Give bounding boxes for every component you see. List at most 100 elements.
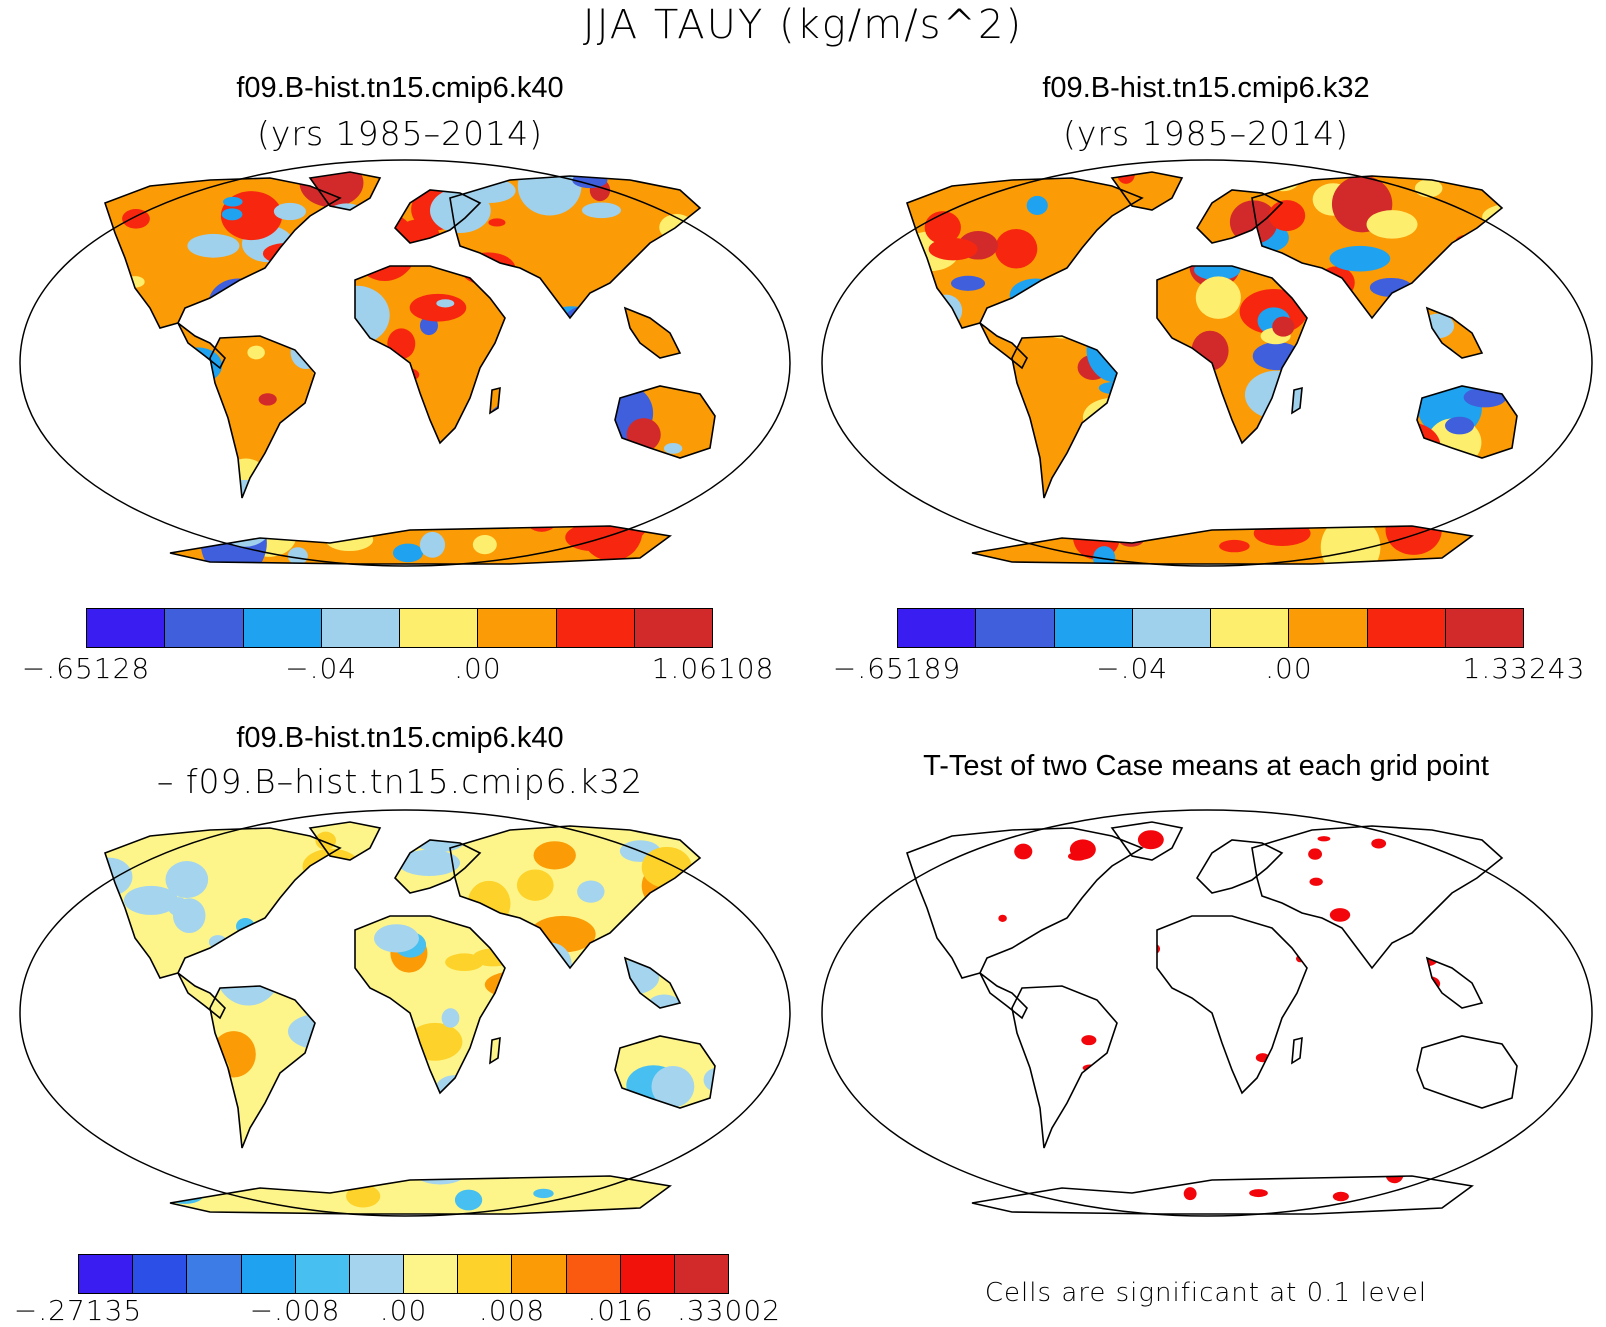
value-patch: [1317, 836, 1331, 842]
value-patch: [1488, 281, 1517, 302]
value-patch: [42, 1006, 99, 1038]
coastline: [169, 1175, 673, 1215]
value-patch: [924, 211, 961, 244]
value-patch: [105, 487, 141, 522]
value-patch: [1117, 529, 1145, 547]
map-ttest: [821, 809, 1593, 1217]
value-patch: [979, 1155, 988, 1161]
coastline: [614, 385, 716, 459]
value-patch: [866, 1200, 887, 1209]
colorbar-swatch: [87, 609, 166, 647]
value-patch: [1208, 475, 1244, 509]
colorbar-swatch: [400, 609, 479, 647]
value-patch: [1148, 349, 1183, 381]
coastline: [1425, 956, 1484, 1009]
value-patch: [1460, 258, 1482, 275]
colorbar-tick-label: .00: [379, 1294, 428, 1327]
value-patch: [1268, 200, 1306, 232]
value-patch: [1253, 520, 1311, 546]
value-patch: [1423, 345, 1455, 363]
value-patch: [1469, 351, 1517, 393]
value-patch: [677, 531, 705, 543]
value-patch: [975, 378, 994, 393]
value-patch: [1323, 345, 1382, 372]
value-patch: [701, 352, 715, 395]
value-patch: [1329, 245, 1391, 272]
value-patch: [299, 172, 364, 208]
map-outline: [19, 809, 791, 1217]
value-patch: [577, 880, 605, 903]
value-patch: [482, 426, 510, 456]
colorbar-swatch: [1289, 609, 1368, 647]
colorbar-swatch: [556, 609, 635, 647]
colorbar-swatch: [243, 609, 322, 647]
value-patch: [1203, 482, 1238, 512]
value-patch: [911, 515, 969, 564]
value-patch: [345, 294, 383, 333]
coastline: [1291, 386, 1303, 415]
value-patch: [376, 1101, 433, 1149]
value-patch: [472, 535, 497, 555]
value-patch: [928, 237, 978, 261]
map-outline: [821, 159, 1593, 567]
value-patch: [626, 370, 645, 380]
coastline: [354, 915, 506, 1095]
value-patch: [124, 1126, 186, 1194]
value-patch: [969, 1007, 988, 1017]
value-patch: [105, 519, 148, 564]
value-patch: [399, 368, 420, 382]
value-patch: [165, 861, 209, 899]
value-patch: [79, 493, 97, 500]
value-patch: [884, 958, 906, 971]
coastline: [905, 827, 1144, 979]
value-patch: [313, 507, 336, 519]
value-patch: [488, 218, 506, 227]
value-patch: [620, 922, 648, 950]
colorbar-swatch: [241, 1255, 296, 1293]
value-patch: [1472, 919, 1491, 929]
value-patch: [1332, 1191, 1349, 1202]
value-patch: [1313, 1138, 1328, 1153]
coastline: [1011, 985, 1118, 1149]
value-patch: [381, 515, 400, 527]
value-patch: [454, 1189, 483, 1211]
value-patch: [1280, 823, 1295, 836]
coastline: [169, 525, 673, 565]
value-patch: [517, 172, 582, 216]
coastline: [103, 827, 342, 979]
value-patch: [1164, 219, 1187, 230]
value-patch: [1120, 218, 1164, 249]
colorbar-tick-label: −.04: [1096, 652, 1169, 685]
value-patch: [1096, 482, 1118, 499]
value-patch: [273, 202, 306, 221]
panel-k32-title: f09.B-hist.tn15.cmip6.k32: [1042, 72, 1370, 104]
value-patch: [441, 1008, 460, 1028]
value-patch: [529, 429, 579, 453]
colorbar-swatch: [349, 1255, 405, 1293]
value-patch: [409, 293, 467, 322]
colorbar-k40: [86, 608, 713, 648]
value-patch: [436, 299, 455, 308]
value-patch: [1499, 289, 1517, 343]
value-patch: [322, 897, 344, 910]
value-patch: [647, 994, 682, 1018]
value-patch: [282, 451, 305, 473]
value-patch: [364, 1034, 387, 1049]
coastline: [1156, 265, 1308, 445]
value-patch: [1344, 457, 1380, 487]
value-patch: [703, 1067, 715, 1092]
value-patch: [712, 960, 715, 988]
value-patch: [867, 373, 892, 390]
value-patch: [1087, 270, 1126, 301]
value-patch: [673, 1163, 715, 1197]
value-patch: [707, 333, 715, 361]
value-patch: [701, 274, 715, 301]
colorbar-swatch: [1132, 609, 1211, 647]
colorbar-tick-label: .016: [587, 1294, 654, 1327]
value-patch: [1272, 316, 1295, 337]
land-asia: [1252, 826, 1502, 968]
value-patch: [1309, 877, 1323, 886]
value-patch: [1454, 235, 1475, 253]
value-patch: [412, 826, 467, 853]
value-patch: [907, 374, 943, 391]
